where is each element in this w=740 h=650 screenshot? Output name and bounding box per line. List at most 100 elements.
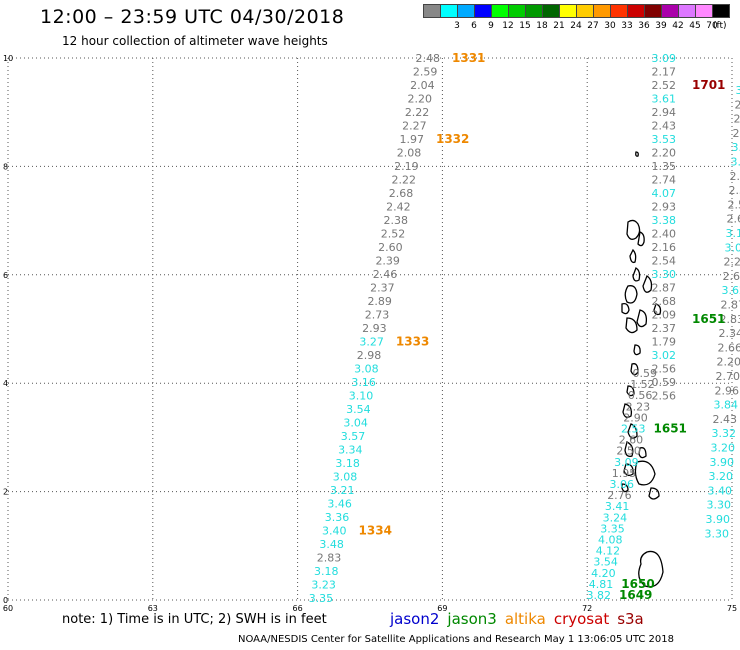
wave-height-value: 3.02 (725, 241, 740, 254)
wave-height-value: 3.30 (707, 499, 732, 512)
wave-height-value: 4.12 (596, 545, 621, 558)
y-tick-label: 0 (3, 596, 8, 605)
x-tick-label: 63 (148, 604, 158, 613)
legend-label: 36 (638, 21, 650, 31)
y-tick-label: 2 (3, 488, 8, 497)
island-outline (629, 248, 637, 264)
coastline-islands (621, 151, 664, 588)
x-tick-label: 66 (293, 604, 303, 613)
wave-height-value: 2.38 (383, 214, 408, 227)
wave-height-value: 2.20 (652, 147, 677, 160)
wave-height-value: 2.68 (652, 295, 677, 308)
map-title: 12:00 – 23:59 UTC 04/30/2018 (40, 6, 345, 28)
pass-time-label: 1332 (436, 132, 469, 146)
y-tick-label: 10 (3, 54, 13, 63)
wave-height-value: 2.22 (405, 106, 430, 119)
wave-height-value: 2.73 (365, 309, 390, 322)
wave-height-value: 3.57 (341, 430, 366, 443)
wave-height-value: 3.20 (711, 442, 736, 455)
wave-height-value: 2.98 (357, 349, 382, 362)
wave-height-value: 3.04 (343, 417, 368, 430)
wave-height-value: 2.66 (718, 341, 740, 354)
legend-label: 70 (706, 21, 718, 31)
wave-height-value: 3.90 (732, 141, 740, 154)
x-tick-label: 75 (727, 604, 737, 613)
wave-height-value: 2.33 (733, 127, 740, 140)
y-tick-label: 8 (3, 162, 8, 171)
wave-height-value: 2.89 (367, 295, 392, 308)
island-outline (623, 463, 634, 477)
wave-height-value: 2.27 (402, 120, 427, 133)
wave-height-value: 2.70 (716, 370, 740, 383)
island-outline (638, 447, 647, 459)
wave-height-value: 2.52 (381, 228, 406, 241)
wave-height-value: 2.20 (717, 356, 740, 369)
map-grid: 60 63 66 69 72 75 0 2 4 6 8 10 (3, 54, 737, 613)
legend-label: 45 (689, 21, 701, 31)
wave-height-value: 2.59 (413, 66, 438, 79)
wave-height-value: 3.32 (712, 427, 737, 440)
wave-height-value: 3.40 (322, 525, 347, 538)
island-outline (625, 317, 638, 334)
wave-height-value: 2.48 (416, 52, 441, 65)
wave-height-value: 2.46 (373, 268, 398, 281)
island-outline (621, 302, 630, 315)
wave-height-value: 3.61 (652, 93, 677, 106)
satellite-legend: jason2 jason3 altika cryosat s3a (390, 610, 652, 628)
wave-height-value: 2.60 (378, 241, 403, 254)
wave-height-value: 3.08 (333, 471, 358, 484)
wave-height-value: 2.27 (734, 113, 740, 126)
y-tick-label: 6 (3, 271, 8, 280)
wave-height-value: 3.14 (726, 227, 740, 240)
wave-height-value: 0.56 (628, 389, 653, 402)
wave-height-value: 3.54 (346, 403, 371, 416)
island-outline (634, 460, 656, 486)
wave-height-value: 2.87 (721, 299, 740, 312)
map-subtitle: 12 hour collection of altimeter wave hei… (62, 34, 328, 48)
wave-height-value: 3.16 (351, 376, 376, 389)
pass-time-label: 1650 (621, 577, 654, 591)
wave-height-value: 3.40 (708, 484, 733, 497)
wave-height-value: 2.56 (652, 363, 677, 376)
island-outline (635, 151, 639, 157)
wave-height-value: 2.64 (723, 270, 740, 283)
legend-label: 12 (502, 21, 514, 31)
island-outline (627, 423, 638, 439)
wave-height-value: 2.90 (730, 170, 740, 183)
wave-height-value: 3.18 (314, 565, 339, 578)
wave-height-value: 3.38 (652, 214, 677, 227)
legend-label: 3 (454, 21, 460, 31)
wave-height-value: 3.30 (705, 527, 730, 540)
pass-time-label: 1334 (359, 524, 392, 538)
x-tick-label: 60 (3, 604, 13, 613)
wave-height-value: 3.10 (349, 390, 374, 403)
wave-height-value: 3.46 (327, 498, 352, 511)
satellite-name: jason2 (390, 610, 440, 628)
wave-height-value: 3.18 (335, 457, 360, 470)
wave-height-value: 3.21 (330, 484, 355, 497)
wave-height-value: 3.48 (319, 538, 344, 551)
legend-label: 27 (587, 21, 599, 31)
wave-height-value: 3.35 (309, 592, 334, 605)
wave-height-value: 3.24 (603, 511, 628, 524)
wave-height-value: 3.62 (722, 284, 740, 297)
wave-height-value: 1.97 (399, 133, 424, 146)
legend-label: 39 (655, 21, 667, 31)
wave-height-value: 3.82 (587, 589, 612, 602)
island-outline (632, 267, 641, 282)
wave-height-value: 2.17 (652, 66, 677, 79)
wave-height-value: 2.68 (727, 213, 740, 226)
wave-height-value: 3.54 (593, 556, 618, 569)
wave-height-value: 4.81 (589, 578, 614, 591)
footer-note: note: 1) Time is in UTC; 2) SWH is in fe… (62, 612, 327, 627)
legend-label: 42 (672, 21, 684, 31)
legend-label: 15 (519, 21, 531, 31)
wave-height-value: 3.06 (610, 478, 635, 491)
x-tick-label: 69 (437, 604, 447, 613)
island-outline (630, 363, 639, 376)
wave-height-value: 1.52 (630, 378, 655, 391)
island-outline (653, 303, 662, 316)
pass-time-label: 1651 (692, 312, 725, 326)
wave-height-value: 2.37 (370, 282, 395, 295)
wave-height-value: 3.23 (311, 579, 336, 592)
